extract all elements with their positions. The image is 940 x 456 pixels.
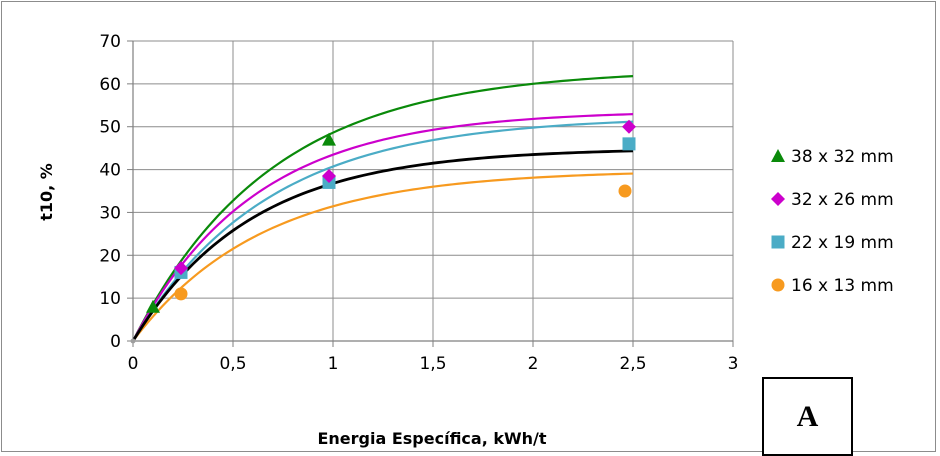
x-tick-label: 0 <box>128 354 139 374</box>
axes <box>127 40 734 347</box>
legend-marker <box>771 278 785 292</box>
data-point <box>622 119 636 134</box>
fit-curve <box>132 120 634 342</box>
legend-marker <box>771 149 785 162</box>
fit-curve <box>132 113 634 342</box>
x-tick-label: 2 <box>528 354 539 374</box>
data-point <box>618 184 632 198</box>
legend-label: 38 x 32 mm <box>791 147 894 167</box>
y-tick-label: 30 <box>99 203 121 223</box>
legend-label: 32 x 26 mm <box>791 190 894 210</box>
data-point <box>146 299 160 313</box>
y-tick-label: 20 <box>99 246 121 266</box>
legend: 38 x 32 mm 32 x 26 mm 22 x 19 mm 16 x 13 mm <box>771 147 894 296</box>
legend-marker <box>771 192 785 206</box>
panel-label-box: A <box>762 377 853 456</box>
legend-label: 16 x 13 mm <box>791 276 894 296</box>
y-axis-title: t10, % <box>37 163 56 221</box>
data-point <box>622 137 636 151</box>
gridlines <box>133 40 734 341</box>
fit-curve <box>132 172 634 342</box>
y-tick-label: 0 <box>110 332 121 352</box>
combined-fit-curve <box>131 149 634 342</box>
x-tick-label: 2,5 <box>619 354 646 374</box>
fit-curves <box>131 75 634 342</box>
data-point <box>174 287 188 301</box>
x-axis-title: Energia Específica, kWh/t <box>317 429 546 448</box>
panel-label: A <box>796 399 819 433</box>
y-tick-label: 10 <box>99 289 121 309</box>
y-tick-label: 50 <box>99 118 121 138</box>
data-point <box>322 169 336 183</box>
data-point <box>174 261 188 276</box>
legend-marker <box>771 235 785 249</box>
y-tick-label: 60 <box>99 75 121 95</box>
data-point <box>322 132 336 146</box>
y-tick-label: 70 <box>99 32 121 52</box>
y-tick-label: 40 <box>99 161 121 181</box>
data-points <box>130 119 636 344</box>
x-tick-label: 0,5 <box>219 354 246 374</box>
x-tick-label: 1 <box>328 354 339 374</box>
legend-label: 22 x 19 mm <box>791 233 894 253</box>
x-tick-label: 1,5 <box>419 354 446 374</box>
data-point-origin <box>130 338 136 344</box>
x-tick-label: 3 <box>728 354 739 374</box>
fit-curve <box>132 75 634 342</box>
